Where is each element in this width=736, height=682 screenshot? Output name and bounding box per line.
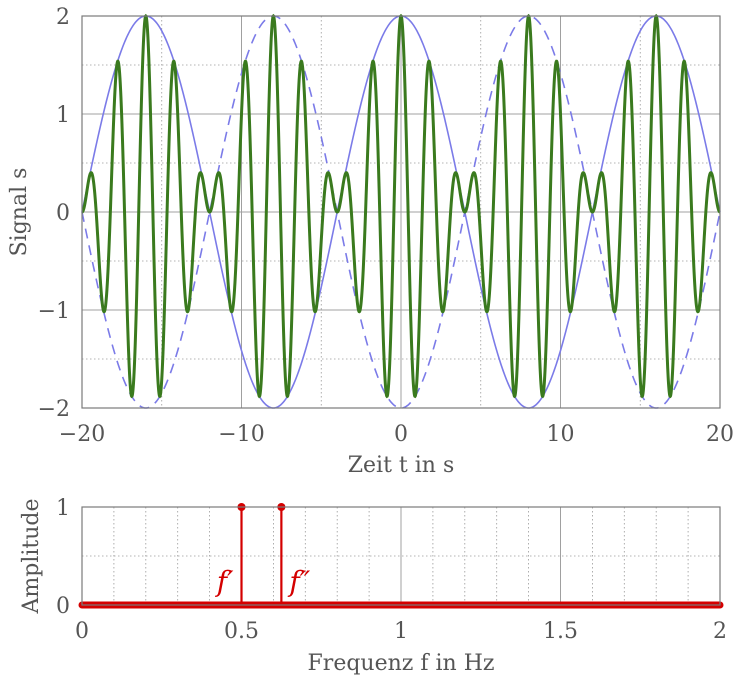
x-tick-label: 0 (394, 422, 408, 447)
y-tick-label: 1 (56, 496, 70, 521)
spectrum-chart: f′ f″ 0 0.5 1 1.5 2 0 1 Frequenz f in Hz Amplit… (19, 496, 727, 676)
x-tick-label: 0.5 (224, 619, 259, 644)
y-tick-label: 0 (56, 201, 70, 226)
signal-y-axis-label: Signal s (7, 168, 32, 257)
signal-plot-frame (81, 15, 721, 409)
x-tick-label: 0 (75, 619, 89, 644)
x-tick-label: 2 (713, 619, 727, 644)
spectrum-y-axis-label: Amplitude (19, 498, 44, 614)
stem-annotation-f-double-prime: f″ (287, 565, 310, 598)
y-tick-label: 0 (56, 594, 70, 619)
x-tick-label: 20 (706, 422, 734, 447)
signal-x-axis-label: Zeit t in s (348, 453, 455, 478)
x-tick-label: −10 (218, 422, 264, 447)
spectrum-plot-frame (81, 506, 721, 606)
y-tick-label: −1 (38, 299, 70, 324)
y-tick-label: 2 (56, 5, 70, 30)
x-tick-label: −20 (59, 422, 105, 447)
stem-annotation-f-prime: f′ (215, 565, 234, 598)
y-tick-label: 1 (56, 103, 70, 128)
x-tick-label: 1 (394, 619, 408, 644)
spectrum-grid (82, 507, 720, 605)
y-tick-label: −2 (38, 397, 70, 422)
x-tick-label: 10 (547, 422, 575, 447)
x-tick-label: 1.5 (543, 619, 578, 644)
spectrum-x-axis-label: Frequenz f in Hz (308, 651, 495, 676)
spectrum-tick-labels: 0 0.5 1 1.5 2 0 1 (56, 496, 727, 644)
